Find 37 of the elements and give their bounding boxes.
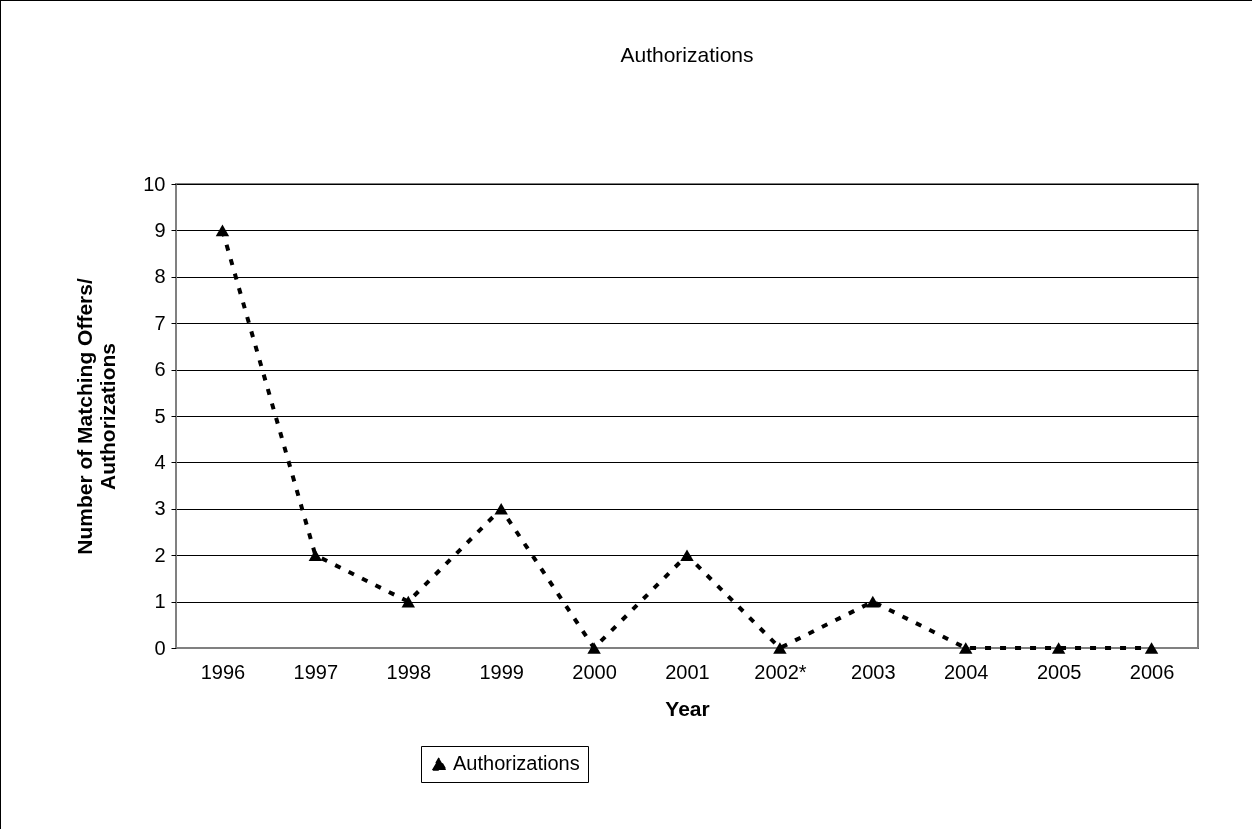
chart-title: Authorizations	[620, 43, 754, 66]
point	[587, 642, 601, 654]
x-tick-label: 2003	[851, 660, 896, 683]
point	[215, 224, 230, 237]
x-tick-label: 1996	[200, 660, 246, 683]
x-tick-label: 2005	[1036, 660, 1082, 683]
point	[773, 642, 787, 654]
y-axis-title: Number of Matching Offers/ Authorizations	[73, 278, 120, 555]
y-tick-label: 10	[143, 172, 166, 195]
x-tick-label: 1999	[479, 660, 524, 683]
x-axis-title: Year	[665, 696, 710, 720]
point	[1144, 642, 1159, 654]
point	[959, 642, 973, 654]
point	[401, 595, 415, 608]
point	[1051, 642, 1066, 654]
point	[680, 549, 694, 562]
point	[866, 595, 880, 608]
x-tick-label: 2006	[1129, 660, 1175, 683]
y-tick-label: 9	[154, 218, 166, 241]
x-tick-label: 2001	[665, 660, 710, 683]
x-tick-label: 2000	[572, 660, 617, 683]
x-tick-label: 1997	[293, 660, 339, 683]
y-tick-label: 7	[154, 311, 166, 334]
y-tick-label: 3	[154, 497, 166, 520]
x-tick-label: 2002*	[754, 660, 807, 683]
y-tick-label: 0	[154, 636, 166, 659]
y-tick-label: 8	[154, 265, 166, 288]
x-tick-label: 1998	[386, 660, 432, 683]
y-tick-label: 2	[154, 543, 166, 566]
point	[308, 549, 323, 562]
y-tick-label: 6	[154, 358, 166, 381]
y-tick-label: 5	[154, 404, 166, 427]
x-tick-label: 2004	[943, 660, 989, 683]
point	[494, 502, 508, 515]
y-tick-label: 1	[154, 590, 166, 613]
y-tick-label: 4	[154, 450, 166, 473]
legend-label: Authorizations	[453, 752, 580, 774]
